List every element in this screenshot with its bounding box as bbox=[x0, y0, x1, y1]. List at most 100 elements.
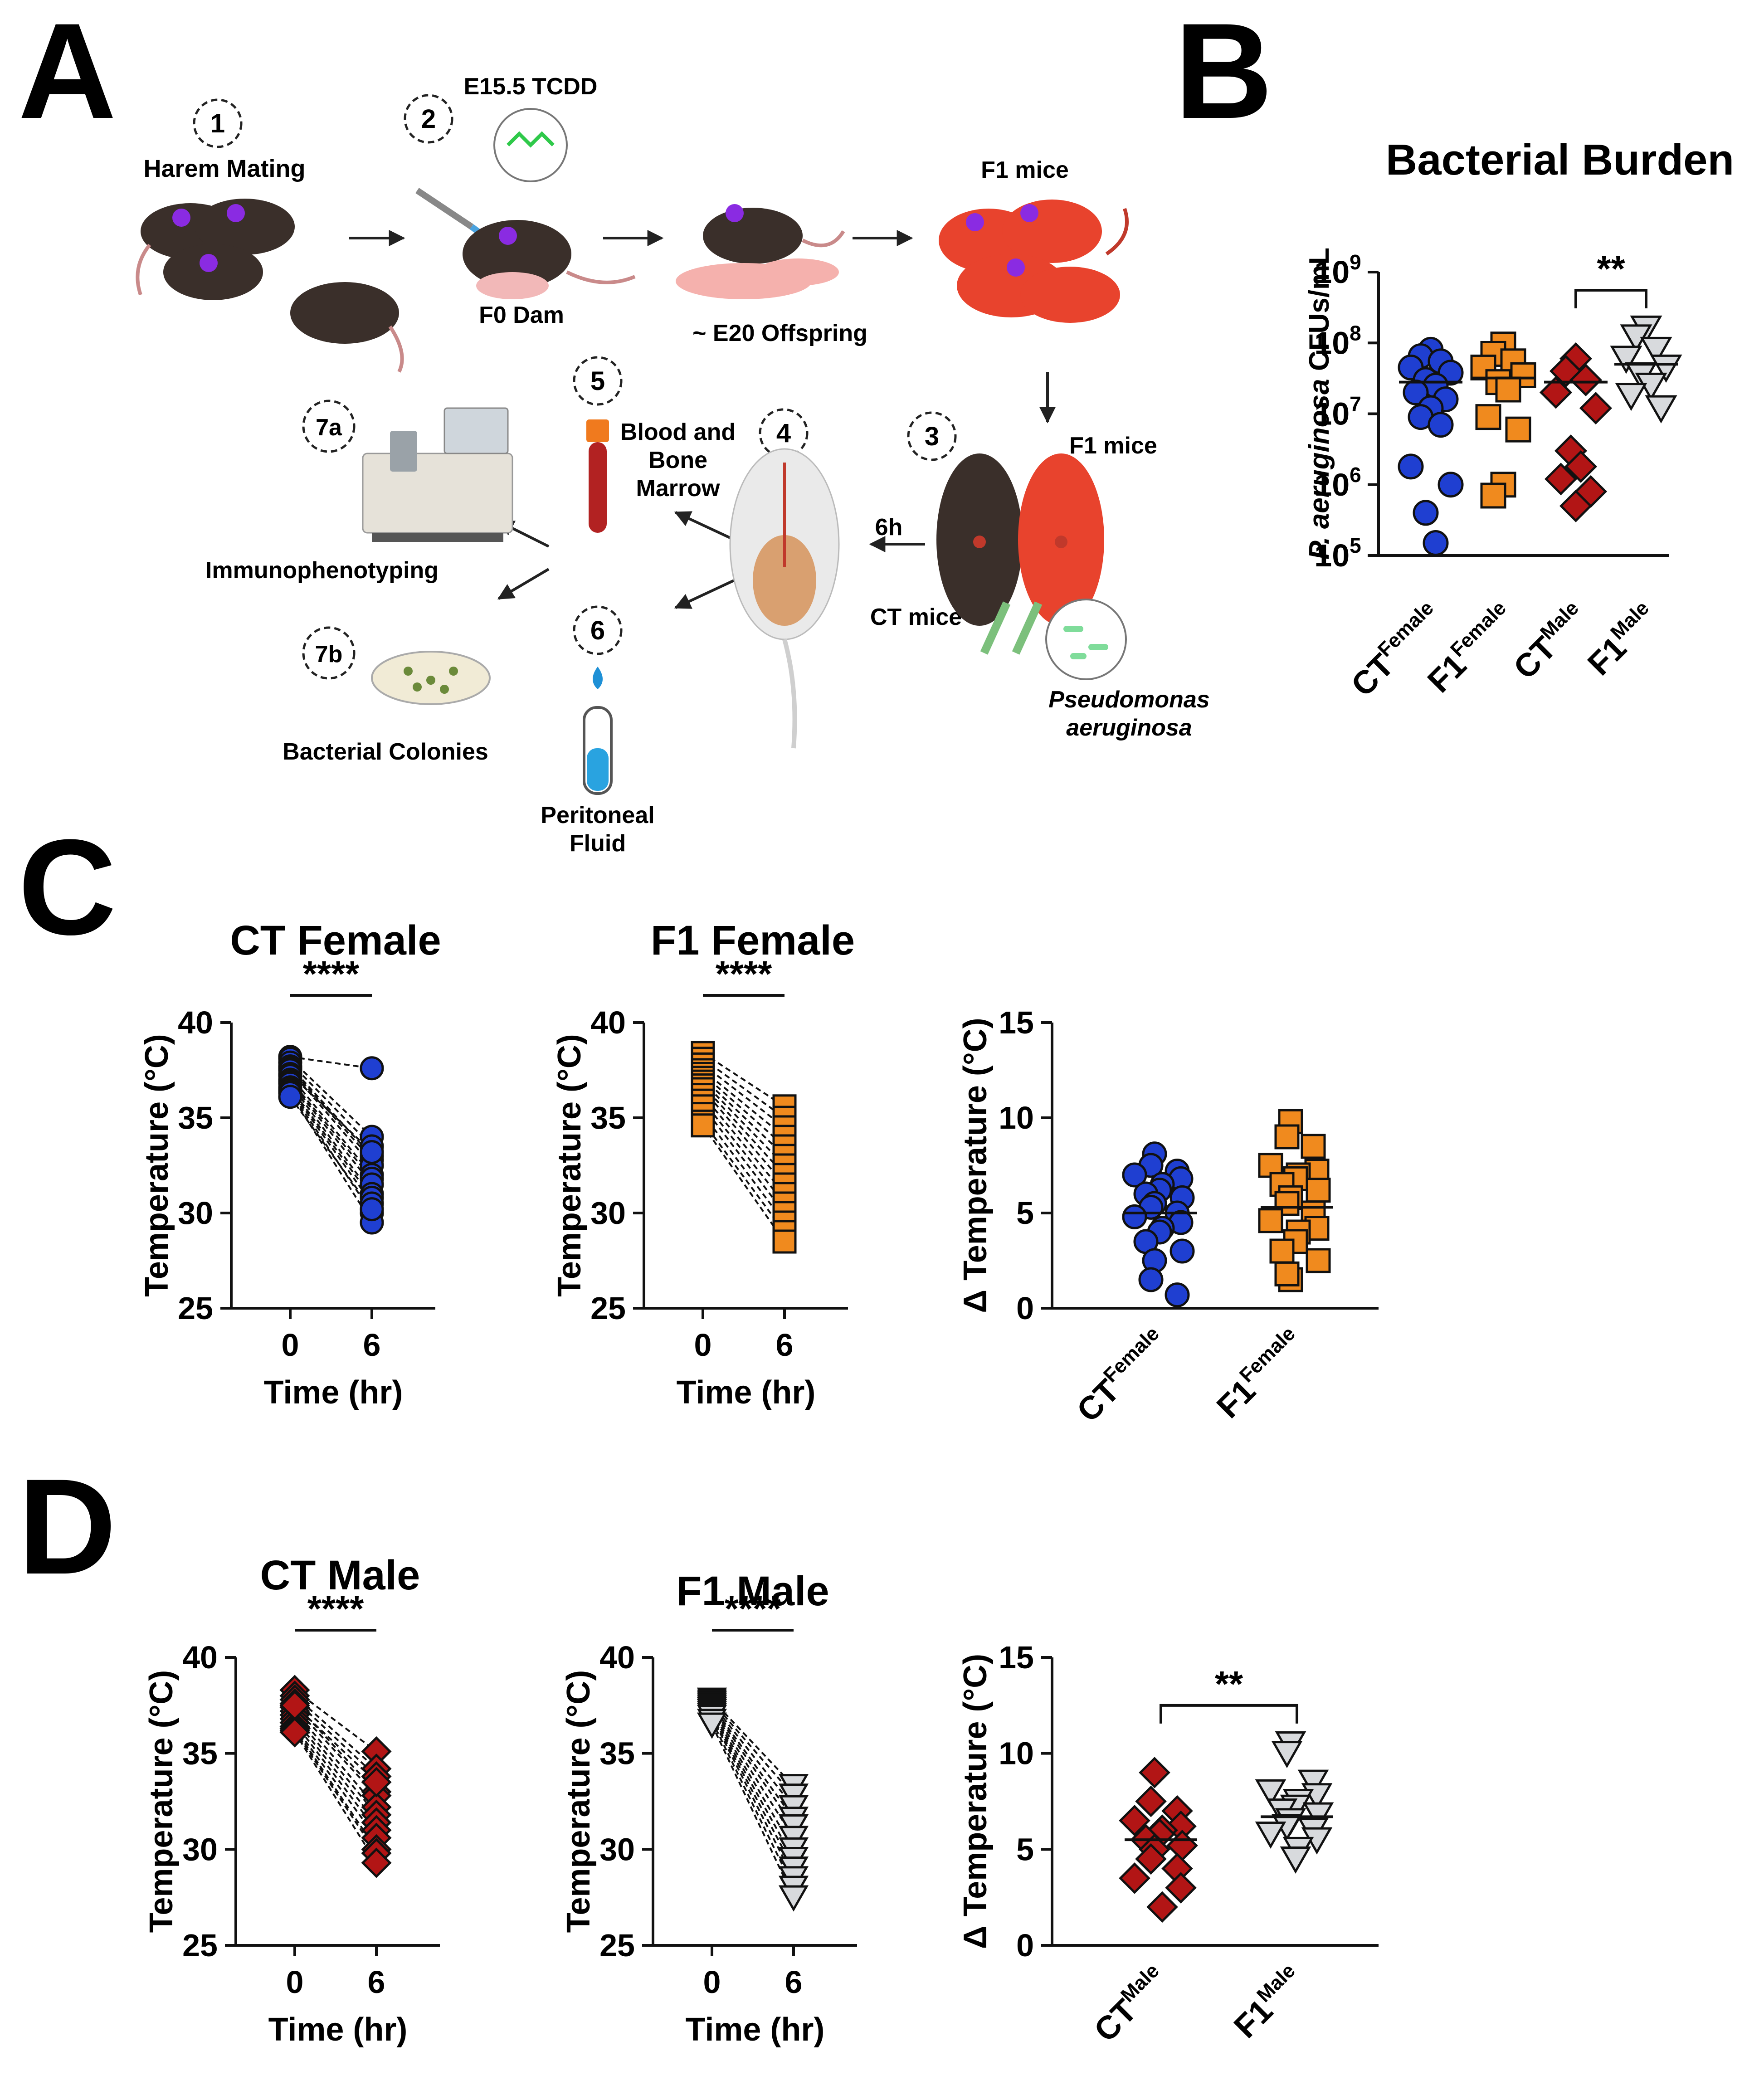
chart-b-y-tick-label: 108 bbox=[1314, 321, 1361, 361]
chart-c1-pair-line bbox=[289, 1092, 373, 1223]
chart-c3-x-label: CTFemale bbox=[1068, 1322, 1175, 1429]
ct-mice-label: CT mice bbox=[870, 604, 962, 630]
chart-c1-xlabel: Time (hr) bbox=[264, 1374, 403, 1411]
chart-c2-ylabel: Temperature (°C) bbox=[551, 1034, 588, 1297]
chart-d2-y-tick-label: 30 bbox=[599, 1832, 635, 1867]
chart-c2-title: F1 Female bbox=[651, 917, 855, 964]
chart-c1-pair-line bbox=[289, 1067, 373, 1160]
chart-c1-pair-line bbox=[289, 1083, 373, 1195]
chart-b-point bbox=[1475, 404, 1501, 430]
chart-b-y-tick-exp: 6 bbox=[1350, 463, 1361, 487]
chart-b: 105106107108109CTFemaleF1FemaleCTMaleF1M… bbox=[1314, 248, 1682, 703]
pseudomonas-label-line2: aeruginosa bbox=[1066, 715, 1192, 741]
chart-d1-point-t6 bbox=[361, 1847, 392, 1878]
chart-c3-point bbox=[1274, 1261, 1300, 1286]
chart-b-y-tick-base: 10 bbox=[1314, 467, 1350, 502]
step-7b-badge: 7b bbox=[302, 626, 356, 680]
chart-b-point bbox=[1615, 383, 1647, 411]
chart-c2-point-t6 bbox=[772, 1229, 797, 1254]
chart-c3-y-tick-label: 0 bbox=[1016, 1291, 1034, 1326]
chart-b-y-tick-label: 105 bbox=[1314, 534, 1361, 573]
chart-d1-point-t0 bbox=[279, 1717, 310, 1748]
chart-d3-group-1 bbox=[1255, 1731, 1334, 1874]
chart-b-point bbox=[1544, 463, 1578, 496]
chart-c3-x-label-sup: Female bbox=[1099, 1322, 1164, 1387]
chart-c2-y-tick-label: 30 bbox=[590, 1195, 626, 1231]
step-2-number: 2 bbox=[421, 104, 436, 134]
chart-d1-ylabel: Temperature (°C) bbox=[143, 1670, 180, 1933]
chart-b-y-tick-label: 106 bbox=[1314, 463, 1361, 502]
chart-c3-x-label: F1Female bbox=[1208, 1322, 1311, 1425]
chart-b-y-tick-exp: 9 bbox=[1350, 250, 1361, 274]
step-1-badge: 1 bbox=[193, 98, 243, 148]
chart-b-y-tick-exp: 5 bbox=[1350, 534, 1361, 557]
chart-c2-sig-label: **** bbox=[716, 954, 772, 994]
chart-d2-y-tick-label: 40 bbox=[599, 1640, 635, 1675]
f1-mice-top-label: F1 mice bbox=[981, 157, 1069, 183]
chart-c2-x-tick-label: 6 bbox=[776, 1327, 794, 1363]
chart-c1-pair-line bbox=[289, 1081, 373, 1185]
chart-c3-point bbox=[1138, 1267, 1164, 1292]
chart-d1-x-tick-label: 0 bbox=[286, 1964, 304, 2000]
chart-c1-pair-line bbox=[289, 1088, 373, 1204]
chart-b-group-0 bbox=[1398, 336, 1464, 556]
peritoneal-label-line1: Peritoneal bbox=[541, 802, 654, 828]
chart-c2-pair-line bbox=[702, 1100, 785, 1204]
chart-d2-ylabel: Temperature (°C) bbox=[560, 1670, 597, 1933]
chart-c2-pair-line bbox=[702, 1077, 785, 1157]
chart-d1-y-tick-label: 25 bbox=[182, 1928, 218, 1963]
chart-b-y-tick-base: 10 bbox=[1314, 325, 1350, 361]
chart-b-point bbox=[1495, 376, 1521, 403]
chart-d2-pair-line bbox=[711, 1706, 794, 1827]
f1-mice-icon bbox=[939, 200, 1129, 323]
chart-d3: 0 5 10 15Δ Temperature (°C) CTMale F1Male ** bbox=[957, 1640, 1379, 2049]
chart-b-x-label: CTFemale bbox=[1343, 597, 1449, 703]
chart-b-point bbox=[1579, 392, 1613, 425]
chart-c2-pair-line bbox=[702, 1106, 785, 1214]
chart-d2-x-tick-label: 0 bbox=[703, 1964, 721, 2000]
chart-d3-point bbox=[1139, 1757, 1170, 1788]
peritoneal-label-line2: Fluid bbox=[570, 830, 626, 857]
chart-d1-pair-line bbox=[294, 1732, 377, 1864]
chart-d1-pair-line bbox=[294, 1729, 377, 1854]
chart-b-point bbox=[1645, 395, 1677, 424]
chart-d3-point bbox=[1297, 1769, 1329, 1797]
chart-c2-pair-line bbox=[702, 1094, 785, 1195]
chart-d2-point-t0 bbox=[697, 1712, 727, 1739]
chart-d3-point bbox=[1135, 1785, 1167, 1817]
chart-c3-y-tick-label: 10 bbox=[999, 1100, 1034, 1135]
chart-b-ylabel-rest: CFUs/mL bbox=[1304, 248, 1335, 371]
chart-c3-y-tick-label: 5 bbox=[1016, 1195, 1034, 1231]
harem-mice-icon bbox=[136, 199, 404, 373]
chart-c2-x-tick-label: 0 bbox=[694, 1327, 712, 1363]
chart-c2-pair-line bbox=[702, 1113, 785, 1223]
step-7b-number: 7b bbox=[315, 641, 343, 667]
chart-b-point bbox=[1480, 482, 1506, 509]
injection-mice-icon bbox=[936, 453, 1127, 680]
chart-b-point bbox=[1650, 354, 1682, 383]
chart-c2-y-tick-label: 35 bbox=[590, 1100, 626, 1135]
step-5-number: 5 bbox=[590, 366, 605, 396]
chart-c2-pair-line bbox=[702, 1073, 785, 1147]
chart-b-group-3 bbox=[1610, 315, 1682, 424]
chart-d1-point-t0 bbox=[279, 1690, 310, 1721]
panel-letter-d: D bbox=[18, 1450, 117, 1603]
chart-d1-pair-line bbox=[294, 1722, 377, 1831]
chart-c1-y-tick-label: 25 bbox=[178, 1291, 213, 1326]
chart-c1-pair-line bbox=[289, 1086, 373, 1198]
chart-d1-y-tick-label: 30 bbox=[182, 1832, 218, 1867]
chart-c1-point-t6 bbox=[360, 1197, 384, 1222]
step-7a-badge: 7a bbox=[302, 399, 356, 453]
chart-c1-x-tick-label: 6 bbox=[363, 1327, 381, 1363]
chart-b-point bbox=[1610, 346, 1642, 374]
f0-dam-icon bbox=[415, 108, 636, 299]
chart-b-sig-label: ** bbox=[1597, 248, 1625, 289]
chart-d2-pair-line bbox=[711, 1703, 794, 1808]
chart-d2-x-tick-label: 6 bbox=[785, 1964, 803, 2000]
chart-b-y-tick-base: 10 bbox=[1314, 254, 1350, 290]
chart-d3-ylabel: Δ Temperature (°C) bbox=[957, 1654, 994, 1949]
chart-d3-x-label: F1Male bbox=[1226, 1959, 1311, 2045]
chart-c3-group-0 bbox=[1122, 1141, 1197, 1308]
chart-d1-pair-line bbox=[294, 1689, 377, 1753]
tcdd-label: E15.5 TCDD bbox=[464, 73, 598, 100]
